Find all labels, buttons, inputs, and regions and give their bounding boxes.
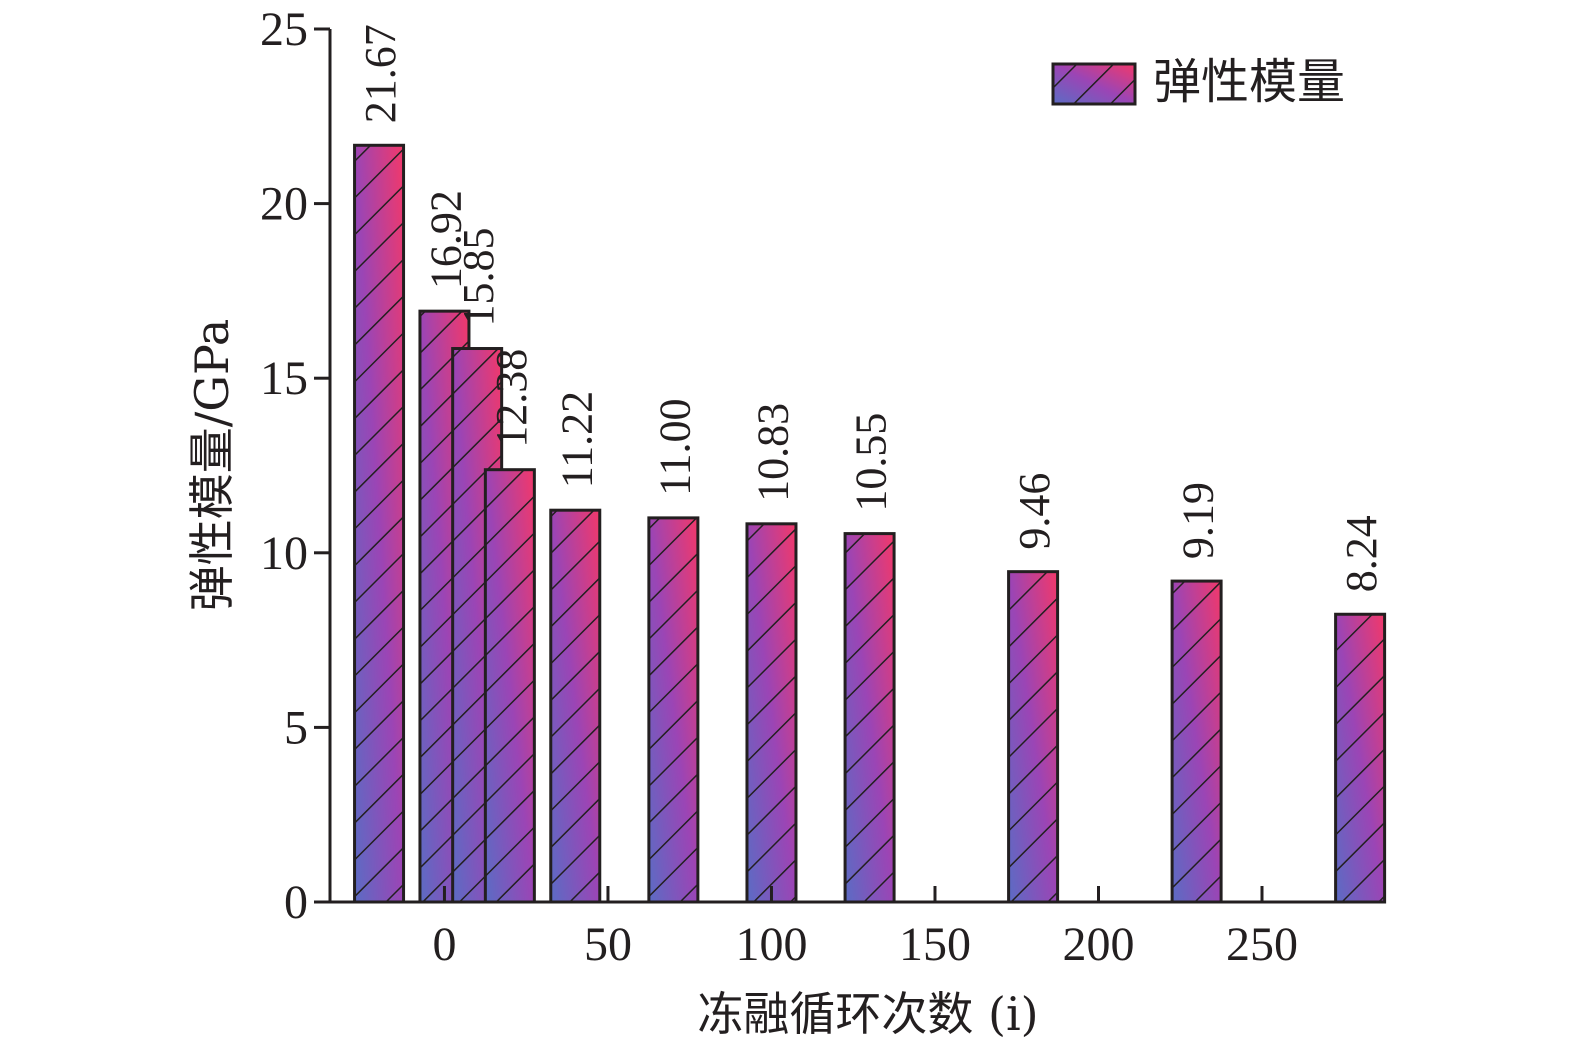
y-tick-label: 10 — [260, 527, 308, 580]
y-tick-label: 20 — [260, 178, 308, 231]
bar — [1170, 579, 1223, 904]
x-tick-label: 0 — [432, 918, 456, 971]
legend-label: 弹性模量 — [1153, 54, 1345, 110]
bar-hatch — [1170, 579, 1223, 904]
bar-value-label: 8.24 — [1337, 515, 1386, 592]
bar-hatch — [1007, 570, 1060, 904]
bar-hatch — [1334, 612, 1387, 904]
y-tick-label: 0 — [284, 876, 308, 929]
bar-value-label: 21.67 — [356, 24, 405, 123]
bar-value-label: 10.83 — [748, 403, 797, 502]
legend-swatch-hatch — [1051, 62, 1137, 106]
y-tick-label: 25 — [260, 3, 308, 56]
legend: 弹性模量 — [1051, 54, 1345, 110]
bar-hatch — [353, 143, 406, 904]
bar — [1334, 612, 1387, 904]
x-tick-label: 200 — [1062, 918, 1134, 971]
bar — [843, 532, 896, 904]
y-tick-label: 5 — [284, 701, 308, 754]
bar — [483, 468, 536, 904]
bar-value-label: 11.00 — [650, 399, 699, 496]
bar — [745, 522, 798, 904]
bar — [353, 143, 406, 904]
axes: 0 5 10 15 20 25 0 50 100 150 200 250 — [260, 3, 1383, 971]
bar — [1007, 570, 1060, 904]
bars-group — [353, 143, 1387, 904]
bar-value-label: 12.38 — [487, 349, 536, 448]
bar-hatch — [549, 508, 602, 904]
bar-value-label: 16.92 — [421, 190, 470, 289]
bar-value-label: 9.46 — [1010, 473, 1059, 550]
x-axis-title: 冻融循环次数 (i) — [697, 987, 1038, 1041]
bar-hatch — [647, 516, 700, 904]
bar-hatch — [483, 468, 536, 904]
y-tick-label: 15 — [260, 352, 308, 405]
bar — [647, 516, 700, 904]
bar-value-label: 11.22 — [552, 391, 601, 488]
bar-hatch — [843, 532, 896, 904]
bar-value-label: 9.19 — [1174, 482, 1223, 559]
bar-value-label: 15.85 — [454, 228, 503, 327]
x-tick-label: 100 — [735, 918, 807, 971]
bar-hatch — [745, 522, 798, 904]
bar — [549, 508, 602, 904]
bar-value-label: 10.55 — [847, 413, 896, 512]
x-tick-label: 150 — [899, 918, 971, 971]
x-tick-label: 50 — [584, 918, 632, 971]
x-axis-ticks: 0 50 100 150 200 250 — [432, 886, 1298, 971]
x-tick-label: 250 — [1226, 918, 1298, 971]
y-axis-title: 弹性模量/GPa — [185, 319, 239, 612]
y-axis-ticks: 0 5 10 15 20 25 — [260, 3, 330, 929]
